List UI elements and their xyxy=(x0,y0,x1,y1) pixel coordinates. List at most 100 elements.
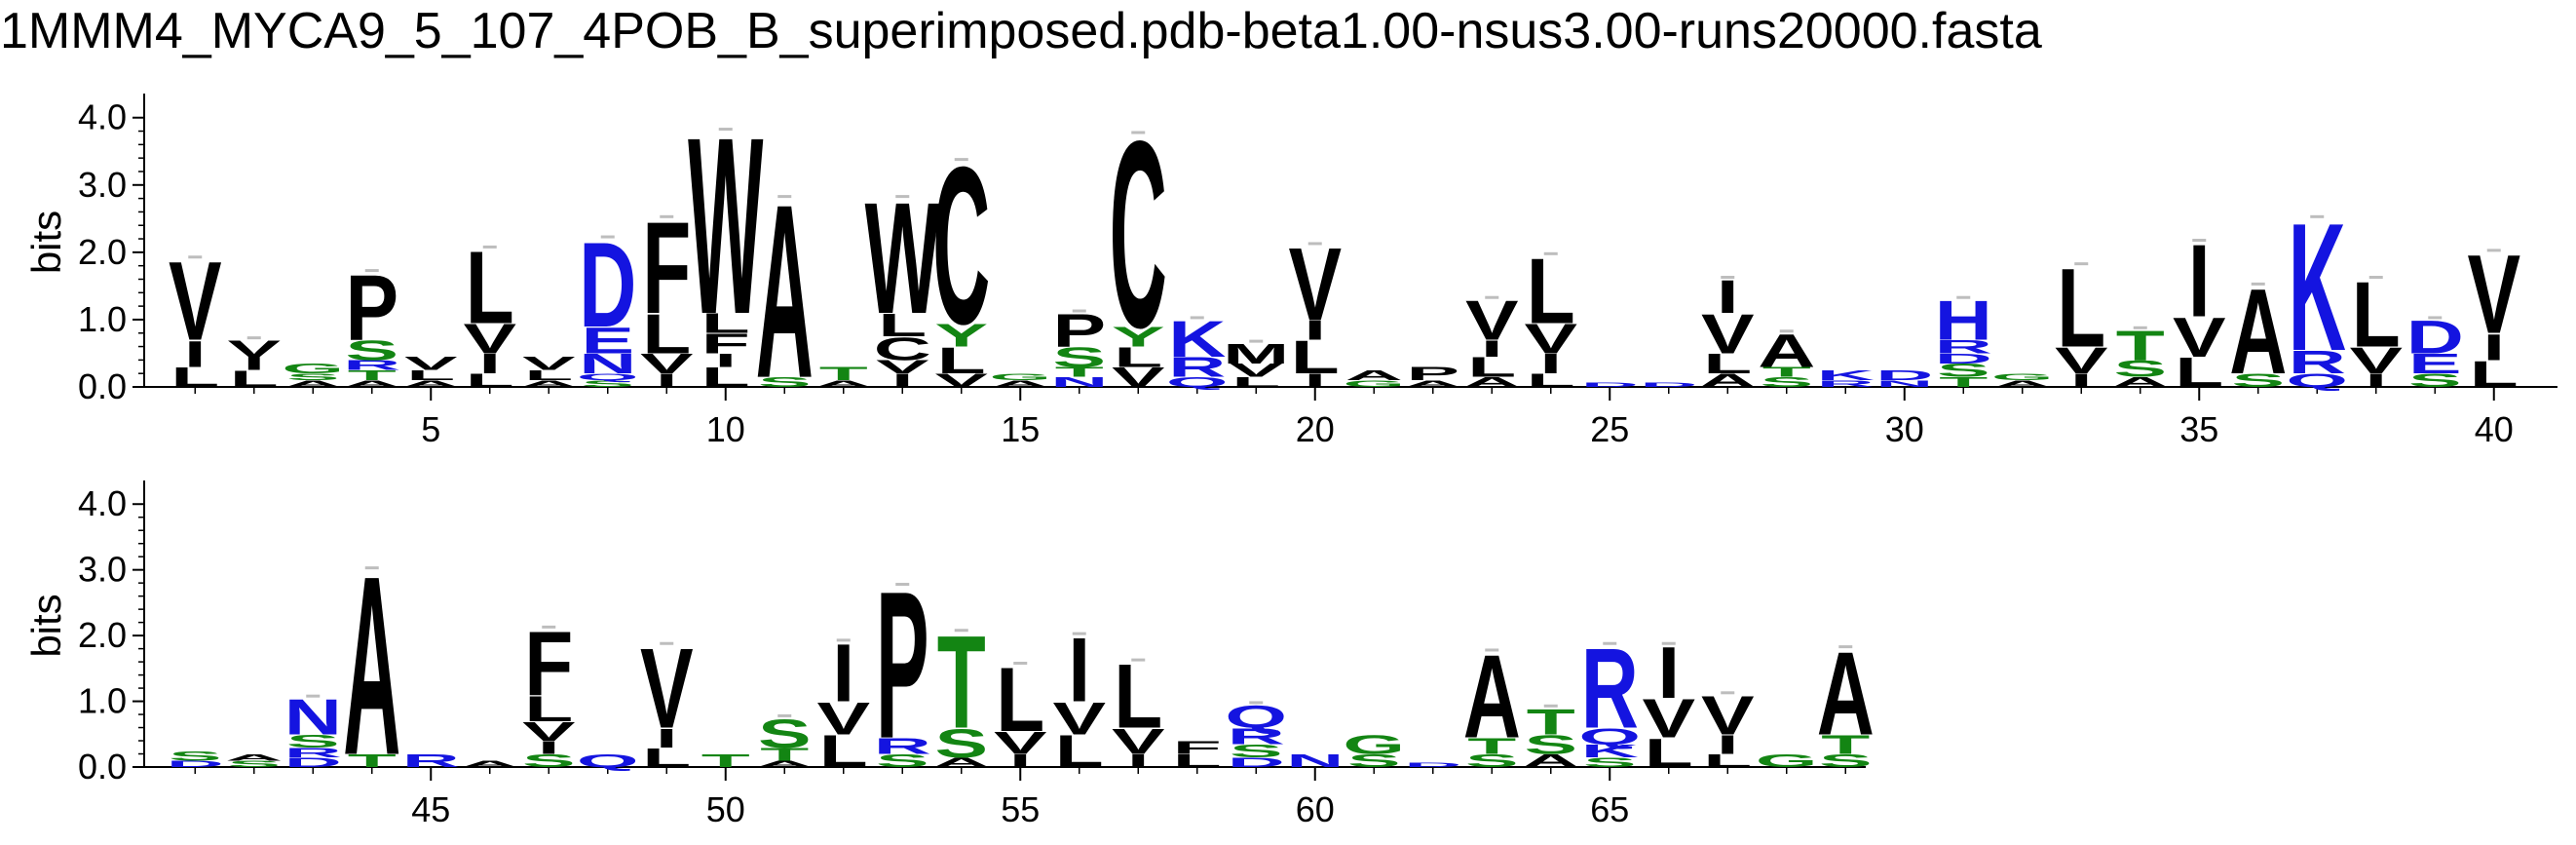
logo-letter-T: T xyxy=(348,367,397,383)
logo-letter-G: G xyxy=(1343,378,1405,389)
logo-letter-A: A xyxy=(756,154,814,431)
logo-letter-I: I xyxy=(1717,271,1739,324)
y-tick-label: 3.0 xyxy=(78,165,127,205)
logo-letter-A: A xyxy=(2229,265,2287,400)
logo-letter-V: V xyxy=(2349,339,2403,381)
y-tick-label: 2.0 xyxy=(78,232,127,272)
x-tick-label: 45 xyxy=(411,789,450,829)
logo-letter-V: V xyxy=(994,726,1047,761)
logo-letter-V: V xyxy=(640,348,694,379)
logo-letter-D: D xyxy=(1228,755,1285,771)
y-tick-label: 0.0 xyxy=(78,747,127,787)
logo-letter-S: S xyxy=(2231,370,2285,392)
logo-letter-T: T xyxy=(937,607,986,756)
logo-letter-V: V xyxy=(2055,339,2108,381)
logo-letter-R: R xyxy=(874,734,931,759)
logo-letter-T: T xyxy=(819,364,868,385)
logo-letter-T: T xyxy=(348,750,397,771)
x-tick-label: 40 xyxy=(2475,409,2514,449)
logo-letter-I: I xyxy=(1127,750,1150,771)
logo-letter-V: V xyxy=(1701,302,1755,365)
logo-letter-A: A xyxy=(1993,378,2051,389)
logo-letter-Q: Q xyxy=(1166,374,1229,390)
logo-letter-I: I xyxy=(1304,370,1326,392)
logo-letter-A: A xyxy=(343,523,400,809)
logo-letter-K: K xyxy=(1168,310,1226,367)
logo-letter-Q: Q xyxy=(2286,370,2348,392)
logo-letter-S: S xyxy=(345,335,398,366)
logo-letter-V: V xyxy=(934,370,988,392)
logo-letter-A: A xyxy=(284,378,342,389)
logo-letter-A: A xyxy=(1758,325,1815,377)
x-tick-label: 15 xyxy=(1001,409,1040,449)
logo-letter-S: S xyxy=(1583,755,1637,771)
logo-letter-V: V xyxy=(2467,233,2520,358)
logo-letter-S: S xyxy=(2113,356,2167,382)
logo-letter-T: T xyxy=(1821,729,1870,759)
logo-letter-N: N xyxy=(1875,378,1933,389)
logo-letter-V: V xyxy=(522,353,576,374)
x-tick-label: 25 xyxy=(1590,409,1629,449)
logo-letter-A: A xyxy=(1345,367,1403,383)
logo-letter-R: R xyxy=(343,358,400,373)
logo-letter-Q: Q xyxy=(577,372,639,383)
y-tick-label: 1.0 xyxy=(78,299,127,339)
logo-letter-I: I xyxy=(2070,370,2093,392)
logo-letter-Q: Q xyxy=(577,750,639,771)
logo-letter-T: T xyxy=(1939,374,1988,390)
logo-letter-L: L xyxy=(406,367,455,383)
logo-letter-Y: Y xyxy=(1112,322,1165,353)
logo-letter-V: V xyxy=(227,335,281,362)
logo-letter-D: D xyxy=(284,755,342,771)
logo-letter-R: R xyxy=(1935,336,1992,358)
logo-letter-S: S xyxy=(2408,370,2462,392)
logo-letter-L: L xyxy=(1703,750,1752,771)
logo-letter-D: D xyxy=(2406,312,2464,365)
logo-letter-A: A xyxy=(992,378,1049,389)
logo-letter-I: I xyxy=(184,332,207,374)
x-tick-label: 60 xyxy=(1296,789,1335,829)
logo-letter-C: C xyxy=(932,121,990,371)
logo-letter-T: T xyxy=(1467,734,1516,759)
logo-letter-V: V xyxy=(1288,228,1342,342)
logo-letter-I: I xyxy=(2482,326,2505,368)
logo-letter-V: V xyxy=(1524,316,1577,363)
logo-letter-S: S xyxy=(1760,374,1813,390)
logo-letter-C: C xyxy=(874,330,931,367)
logo-letter-I: I xyxy=(1539,348,1562,379)
logo-letter-V: V xyxy=(522,716,576,747)
logo-letter-A: A xyxy=(814,378,872,389)
logo-letter-E: E xyxy=(2408,348,2462,379)
logo-letter-I: I xyxy=(1068,618,1090,720)
logo-letter-I: I xyxy=(891,370,914,392)
logo-letter-Y: Y xyxy=(934,318,988,355)
logo-letter-S: S xyxy=(169,749,222,764)
logo-letter-L: L xyxy=(170,362,219,393)
logo-letter-V: V xyxy=(640,626,694,752)
y-axis-label: bits xyxy=(23,594,69,657)
logo-letter-L: L xyxy=(524,688,573,729)
logo-letter-A: A xyxy=(1463,630,1521,762)
logo-letter-P: P xyxy=(1052,305,1106,358)
logo-letter-S: S xyxy=(1347,750,1401,771)
logo-letter-T: T xyxy=(1055,365,1104,380)
logo-letter-S: S xyxy=(1465,750,1519,771)
logo-letter-W: W xyxy=(865,170,940,347)
logo-letter-S: S xyxy=(286,372,340,383)
logo-letter-L: L xyxy=(2175,349,2223,396)
logo-letter-T: T xyxy=(701,750,750,771)
logo-letter-F: F xyxy=(642,194,691,341)
logo-letter-Q: Q xyxy=(1578,723,1641,749)
y-tick-label: 0.0 xyxy=(78,366,127,406)
logo-letter-L: L xyxy=(642,302,691,365)
logo-letter-A: A xyxy=(343,378,400,389)
logo-letter-S: S xyxy=(1230,741,1283,761)
logo-letter-L: L xyxy=(230,365,279,392)
logo-letter-D: D xyxy=(579,218,636,353)
logo-letter-I: I xyxy=(714,350,737,371)
logo-letter-N: N xyxy=(1286,750,1344,771)
y-tick-label: 1.0 xyxy=(78,681,127,721)
logo-letter-G: G xyxy=(989,372,1051,383)
